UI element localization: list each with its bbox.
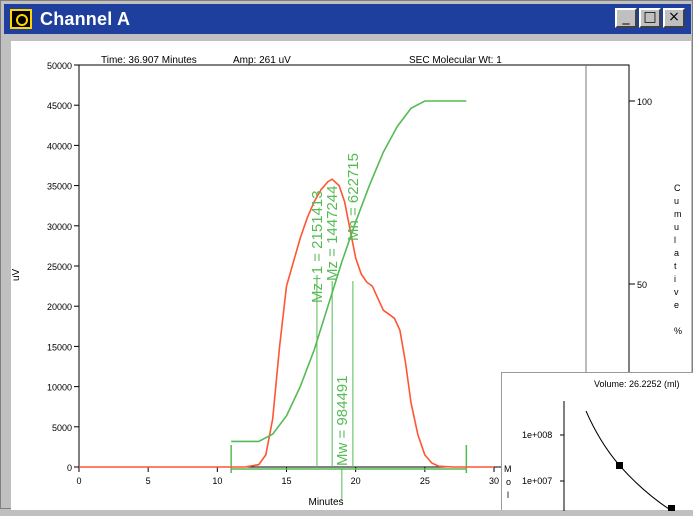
y-tick-label: 30000 <box>47 222 72 232</box>
app-icon <box>10 9 32 29</box>
y-tick-label: 35000 <box>47 182 72 192</box>
peak-annotation: Mw = 984491 <box>334 376 351 501</box>
y-axis: 0 5000 10000 15000 20000 25000 30000 35000 40000… <box>47 61 79 473</box>
inset-ylabel-letter: o <box>506 477 511 487</box>
right-axis-label-letter: t <box>674 261 677 271</box>
window-controls: _ □ × <box>615 8 685 28</box>
x-tick-label: 15 <box>281 476 291 486</box>
y-tick-label: 0 <box>67 463 72 473</box>
x-tick-label: 25 <box>420 476 430 486</box>
right-axis-label-letter: a <box>674 248 679 258</box>
right-axis: 50 100 <box>629 97 652 290</box>
x-tick-label: 10 <box>212 476 222 486</box>
x-tick-label: 30 <box>489 476 499 486</box>
x-tick-label: 0 <box>76 476 81 486</box>
right-tick-label: 50 <box>637 280 647 290</box>
y-tick-label: 5000 <box>52 423 72 433</box>
x-axis: 0 5 10 15 20 25 30 <box>76 467 499 486</box>
maximize-button[interactable]: □ <box>639 8 661 28</box>
series-layer <box>79 100 494 473</box>
y-tick-label: 25000 <box>47 262 72 272</box>
time-readout: Time: 36.907 Minutes <box>101 55 197 66</box>
right-axis-label-letter: e <box>674 300 679 310</box>
y-tick-label: 20000 <box>47 302 72 312</box>
right-axis-label-letter: C <box>674 183 681 193</box>
calibration-chart: Volume: 26.2252 (ml) 1e+008 1e+007 M o l <box>504 379 680 512</box>
right-axis-label-letter: i <box>674 274 676 284</box>
calibration-point <box>616 462 623 469</box>
y-tick-label: 45000 <box>47 101 72 111</box>
right-axis-label-letter: l <box>674 235 676 245</box>
close-button[interactable]: × <box>663 8 685 28</box>
annotation-label: Mz = 1447244 <box>324 186 341 282</box>
inset-tick-label-2: 1e+007 <box>522 476 552 486</box>
window-title: Channel A <box>40 8 131 29</box>
amp-readout: Amp: 261 uV <box>233 55 291 66</box>
x-tick-label: 5 <box>146 476 151 486</box>
minimize-button[interactable]: _ <box>615 8 637 28</box>
detector-trace-line <box>79 178 494 468</box>
annotation-label: Mw = 984491 <box>334 376 351 466</box>
chromatogram-area: Time: 36.907 Minutes Amp: 261 uV SEC Mol… <box>11 41 691 510</box>
right-tick-label: 100 <box>637 97 652 107</box>
calibration-curve <box>585 410 673 512</box>
right-axis-label-letter: u <box>674 196 679 206</box>
title-bar[interactable]: Channel A _ □ × <box>4 4 691 34</box>
right-axis-label-letter: m <box>674 209 682 219</box>
y-tick-label: 10000 <box>47 383 72 393</box>
inset-tick-label-1: 1e+008 <box>522 430 552 440</box>
x-tick-label: 20 <box>351 476 361 486</box>
right-axis-label-letter: u <box>674 222 679 232</box>
y-tick-label: 40000 <box>47 141 72 151</box>
annotation-label: Mz+1 = 2151413 <box>309 190 326 303</box>
chromatogram-chart[interactable]: Time: 36.907 Minutes Amp: 261 uV SEC Mol… <box>11 41 691 510</box>
peak-annotation: Mz+1 = 2151413 <box>309 190 326 467</box>
calibration-point <box>668 505 675 512</box>
y-tick-label: 15000 <box>47 342 72 352</box>
cumulative-line <box>231 100 467 443</box>
mode-readout: SEC Molecular Wt: 1 <box>409 55 502 66</box>
inset-ylabel-letter: M <box>504 464 512 474</box>
right-axis-label-letter: % <box>674 326 682 336</box>
right-axis-label-letter: v <box>674 287 679 297</box>
y-tick-label: 50000 <box>47 61 72 71</box>
peak-annotation: Mn = 622715 <box>345 153 362 467</box>
calibration-inset[interactable]: Volume: 26.2252 (ml) 1e+008 1e+007 M o l <box>501 372 693 512</box>
peak-annotation: Mz = 1447244 <box>324 186 341 467</box>
annotation-label: Mn = 622715 <box>345 153 362 241</box>
inset-title: Volume: 26.2252 (ml) <box>594 379 680 389</box>
y-axis-label: uV <box>11 268 22 281</box>
inset-ylabel-letter: l <box>507 490 509 500</box>
x-axis-label: Minutes <box>308 497 343 508</box>
